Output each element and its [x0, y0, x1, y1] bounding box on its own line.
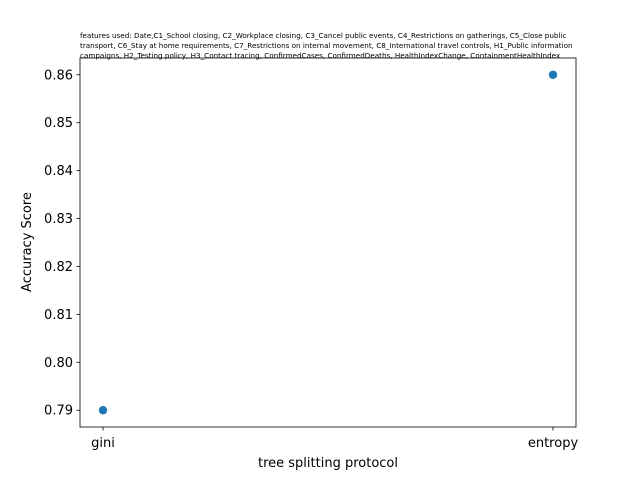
data-point-entropy	[548, 70, 558, 79]
y-tick-label: 0.83	[44, 212, 73, 227]
y-tick-label: 0.80	[44, 356, 73, 371]
x-axis: gini entropy	[91, 427, 578, 451]
data-point-gini	[98, 406, 108, 415]
y-tick-label: 0.82	[44, 260, 73, 275]
y-tick-label: 0.79	[44, 404, 73, 419]
y-axis-label: Accuracy Score	[20, 192, 35, 292]
plot-area	[79, 57, 577, 428]
x-axis-label: tree splitting protocol	[258, 456, 398, 471]
x-tick-label: entropy	[528, 436, 579, 451]
y-tick-label: 0.84	[44, 164, 73, 179]
y-tick-label: 0.81	[44, 308, 73, 323]
data-points	[98, 70, 558, 415]
y-axis: 0.79 0.80 0.81 0.82 0.83 0.84 0.85 0.86	[44, 68, 80, 419]
y-tick-label: 0.85	[44, 116, 73, 131]
y-tick-label: 0.86	[44, 68, 73, 83]
x-tick-label: gini	[91, 436, 115, 451]
chart-title: features used: Date,C1_School closing, C…	[80, 31, 573, 60]
